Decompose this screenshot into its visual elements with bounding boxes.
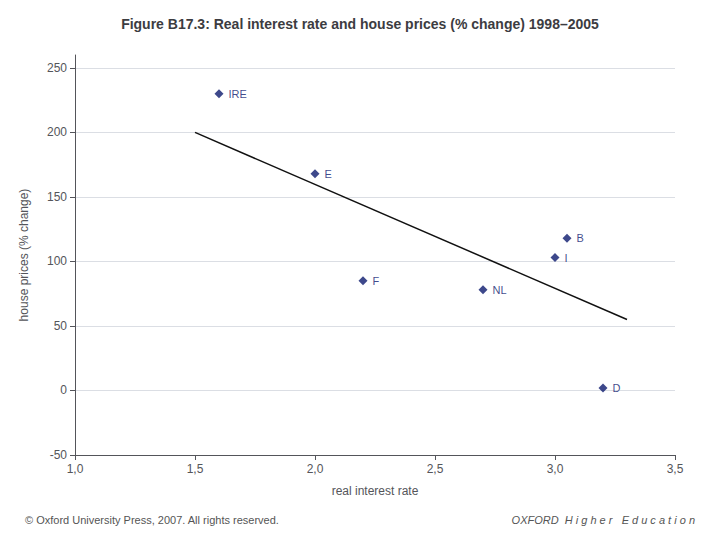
svg-text:3,5: 3,5 [667, 462, 684, 476]
svg-text:Figure B17.3: Real interest ra: Figure B17.3: Real interest rate and hou… [121, 16, 599, 32]
svg-text:OXFORD H i g h e r E d u c: OXFORD H i g h e r E d u c a t i o n [512, 514, 695, 526]
svg-text:F: F [373, 275, 380, 287]
svg-text:B: B [577, 232, 584, 244]
svg-text:© Oxford University Press, 200: © Oxford University Press, 2007. All rig… [25, 514, 279, 526]
svg-text:I: I [565, 252, 568, 264]
svg-text:150: 150 [47, 190, 67, 204]
svg-text:0: 0 [60, 383, 67, 397]
svg-text:50: 50 [54, 319, 68, 333]
svg-text:D: D [613, 382, 621, 394]
svg-text:2,0: 2,0 [307, 462, 324, 476]
svg-text:250: 250 [47, 61, 67, 75]
svg-text:200: 200 [47, 125, 67, 139]
svg-text:3,0: 3,0 [547, 462, 564, 476]
svg-text:-50: -50 [50, 448, 68, 462]
svg-text:1,0: 1,0 [67, 462, 84, 476]
svg-text:real interest rate: real interest rate [332, 484, 419, 498]
svg-text:100: 100 [47, 254, 67, 268]
svg-text:1,5: 1,5 [187, 462, 204, 476]
svg-text:2,5: 2,5 [427, 462, 444, 476]
svg-text:E: E [325, 168, 332, 180]
svg-text:house prices (% change): house prices (% change) [17, 189, 31, 322]
svg-text:NL: NL [493, 284, 507, 296]
svg-text:IRE: IRE [229, 88, 247, 100]
